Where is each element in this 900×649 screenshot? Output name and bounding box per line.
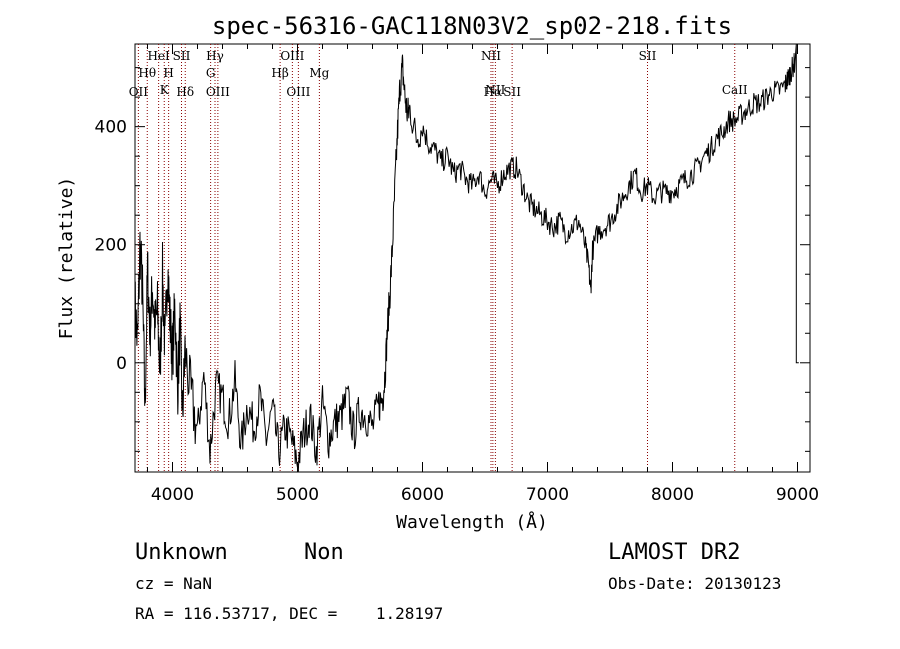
plot-border	[134, 43, 811, 473]
axis-tick-labels: 4000 5000 6000 7000 8000 9000 0 200 400	[95, 118, 820, 505]
line-marker-label: K	[160, 83, 170, 97]
line-marker-label: SII	[639, 49, 657, 63]
line-marker-label: SII	[173, 49, 191, 63]
line-marker-label: HeI	[147, 49, 170, 63]
line-marker-label: SII	[503, 85, 521, 99]
line-marker-label: Hα	[484, 85, 503, 99]
line-marker-label: H	[163, 66, 173, 80]
line-marker-label: G	[206, 66, 216, 80]
y-tick-label: 0	[116, 354, 127, 374]
axis-ticks	[135, 44, 810, 472]
line-marker-label: OII	[129, 85, 149, 99]
line-marker-label: OIII	[280, 49, 304, 63]
x-tick-label: 7000	[526, 485, 569, 505]
cz-text: cz = NaN	[135, 574, 212, 593]
y-tick-label: 400	[95, 118, 127, 138]
line-marker-label: OIII	[286, 85, 310, 99]
line-marker-label: Mg	[309, 66, 329, 80]
line-marker-label: Hγ	[206, 49, 224, 63]
line-marker-label: Hβ	[271, 66, 288, 80]
line-marker-labels: OIIHθHeIKHSIIHδHγGOIIIHβOIIIOIIIMgNIINII…	[129, 49, 748, 99]
y-axis-label: Flux (relative)	[56, 177, 77, 340]
x-tick-label: 8000	[651, 485, 694, 505]
subclass-text: Non	[304, 540, 344, 565]
line-marker-label: CaII	[722, 83, 748, 97]
chart-title: spec-56316-GAC118N03V2_sp02-218.fits	[212, 12, 732, 40]
line-marker-label: Hθ	[138, 66, 156, 80]
x-axis-label: Wavelength (Å)	[396, 511, 548, 533]
plot-frame	[134, 43, 811, 473]
line-marker-label: Hδ	[176, 85, 194, 99]
line-marker-label: OIII	[206, 85, 230, 99]
x-tick-label: 4000	[151, 485, 194, 505]
coordinates: RA = 116.53717, DEC = 1.28197	[135, 604, 443, 623]
y-tick-label: 200	[95, 236, 127, 256]
x-tick-label: 6000	[401, 485, 444, 505]
line-markers	[137, 44, 736, 472]
survey-label: LAMOST DR2	[608, 540, 740, 565]
class-text: Unknown	[135, 540, 228, 565]
line-marker-label: NII	[485, 83, 505, 97]
obs-date: Obs-Date: 20130123	[608, 574, 781, 593]
spectrum-line	[134, 43, 799, 473]
x-tick-label: 5000	[276, 485, 319, 505]
line-marker-label: NII	[481, 49, 501, 63]
x-tick-label: 9000	[776, 485, 819, 505]
